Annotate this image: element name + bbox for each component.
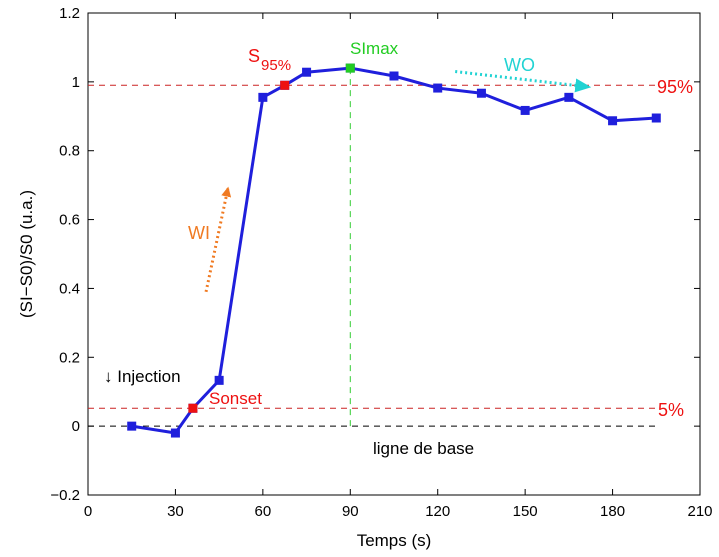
sonset-label: Sonset — [209, 389, 262, 408]
baseline-label: ligne de base — [373, 439, 474, 458]
series-line-0 — [131, 66, 657, 435]
x-tick-label: 180 — [600, 503, 625, 520]
highlight-point — [188, 403, 198, 413]
data-point — [214, 375, 224, 385]
x-tick-label: 150 — [513, 503, 538, 520]
pct95-label: 95% — [657, 77, 693, 97]
data-point — [476, 88, 486, 98]
y-tick-label: 0.6 — [59, 212, 80, 229]
data-point — [608, 116, 618, 126]
wo-label: WO — [504, 55, 535, 75]
y-tick-label: 0.8 — [59, 143, 80, 160]
x-axis-title: Temps (s) — [357, 531, 432, 550]
y-tick-label: 0 — [72, 418, 80, 435]
annotation-arrows — [204, 70, 592, 293]
data-point — [170, 428, 180, 438]
data-point — [651, 113, 661, 123]
reference-lines — [88, 68, 657, 427]
data-point — [564, 92, 574, 102]
plot-frame — [87, 12, 701, 496]
x-tick-label: 60 — [255, 503, 272, 520]
x-tick-label: 30 — [167, 503, 184, 520]
wi-label: WI — [188, 223, 210, 243]
pct5-label: 5% — [658, 400, 684, 420]
y-tick-label: −0.2 — [50, 487, 80, 504]
highlight-point — [345, 63, 355, 73]
data-point — [127, 421, 137, 431]
data-point — [258, 92, 268, 102]
x-tick-label: 90 — [342, 503, 359, 520]
s95-main: S — [248, 46, 260, 66]
y-tick-label: 0.4 — [59, 280, 80, 297]
highlight-point — [280, 80, 290, 90]
series-layer — [127, 63, 661, 438]
data-point — [389, 71, 399, 81]
y-tick-label: 0.2 — [59, 349, 80, 366]
y-tick-label: 1 — [72, 74, 80, 91]
injection-label: ↓ Injection — [104, 367, 181, 386]
data-point — [520, 105, 530, 115]
axis-ticks: 0 30 60 90 120 150 180 210−0.200.20.40.60.811.2 — [50, 5, 712, 520]
s95-label: S95% — [248, 46, 291, 74]
x-tick-label: 210 — [687, 503, 712, 520]
data-point — [433, 83, 443, 93]
y-tick-label: 1.2 — [59, 5, 80, 22]
x-tick-label: 0 — [84, 503, 92, 520]
x-tick-label: 120 — [425, 503, 450, 520]
simax-label: SImax — [350, 39, 399, 58]
data-point — [302, 67, 312, 77]
y-axis-title: (SI−S0)/S0 (u.a.) — [17, 190, 36, 318]
s95-subscript: 95% — [261, 57, 291, 74]
